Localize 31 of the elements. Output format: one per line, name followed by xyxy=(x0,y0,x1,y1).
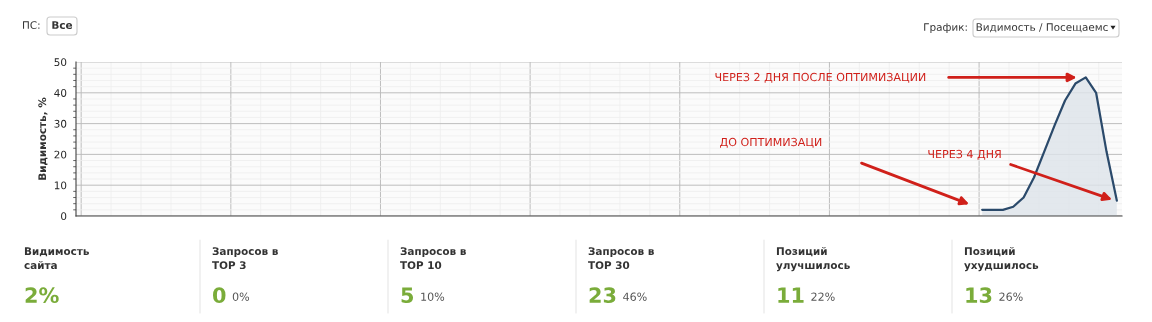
annotation: ЧЕРЕЗ 2 ДНЯ ПОСЛЕ ОПТИМИЗАЦИИ xyxy=(715,72,926,83)
y-tick-label: 30 xyxy=(54,119,67,128)
category-label: Позиций ухудшилось xyxy=(964,246,1039,272)
text: Все xyxy=(52,21,73,30)
annotation: ЧЕРЕЗ 4 ДНЯ xyxy=(928,149,1001,160)
y-tick-label: 40 xyxy=(54,89,67,97)
data-label: 11 xyxy=(778,287,804,303)
category-label: Запросов в TOP 3 xyxy=(212,247,278,270)
text: ПС: xyxy=(23,21,40,30)
category-label: Запросов в TOP 30 xyxy=(588,247,654,270)
category-label: Позиций улучшилось xyxy=(776,246,850,272)
y-axis-title: Видимость, % xyxy=(38,97,48,180)
category-label: Запросов в TOP 10 xyxy=(400,247,466,270)
annotation: ДО ОПТИМИЗАЦИ xyxy=(720,137,822,148)
category-label: Видимость сайта xyxy=(24,247,89,270)
y-tick-label: 0 xyxy=(61,212,67,221)
data-label: 13 xyxy=(966,287,992,304)
text: Видимость / Посещаемс xyxy=(976,23,1108,33)
data-label: 46% xyxy=(623,292,647,301)
data-label: 23 xyxy=(589,287,616,304)
y-tick-label: 20 xyxy=(54,150,67,159)
y-tick-label: 10 xyxy=(54,181,67,190)
data-label: 22% xyxy=(811,292,835,301)
data-label: 2% xyxy=(25,287,59,304)
data-label: 26% xyxy=(999,292,1023,301)
data-label: 0% xyxy=(232,292,250,301)
text: График: xyxy=(924,23,967,34)
data-label: 10% xyxy=(421,292,445,301)
y-tick-label: 50 xyxy=(54,58,67,67)
data-label: 5 xyxy=(401,287,414,304)
data-label: 0 xyxy=(213,287,226,304)
